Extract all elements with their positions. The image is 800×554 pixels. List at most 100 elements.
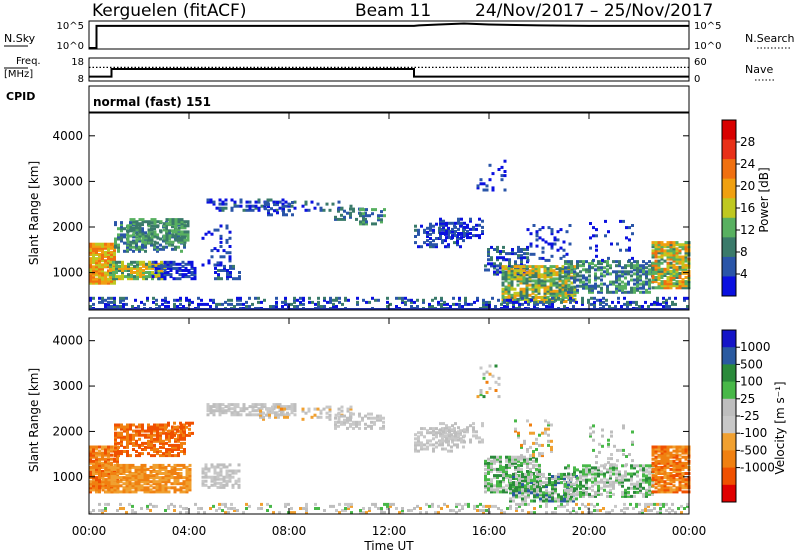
velocity-cell xyxy=(367,412,370,416)
power-cell xyxy=(513,275,517,279)
power-cell xyxy=(460,223,463,227)
power-cell xyxy=(493,248,496,251)
power-cell xyxy=(645,274,648,278)
power-cell xyxy=(151,266,154,270)
velocity-cell xyxy=(441,447,444,451)
velocity-cell xyxy=(582,474,585,478)
velocity-cell xyxy=(140,488,144,492)
velocity-cell xyxy=(204,471,208,475)
velocity-cell xyxy=(110,482,114,486)
nsky-panel: N.Sky 10^5 10^0 10^5 10^0 N.Search xyxy=(4,20,795,52)
velocity-cell xyxy=(456,443,459,447)
velocity-cell xyxy=(116,457,119,461)
power-cell xyxy=(615,286,618,290)
velocity-cell xyxy=(104,453,107,457)
power-colorbar-tick-label: 4 xyxy=(740,267,748,281)
velocity-cell xyxy=(210,477,214,481)
velocity-cell xyxy=(167,490,171,494)
velocity-cell xyxy=(651,484,655,488)
power-cell xyxy=(669,261,673,265)
velocity-cell xyxy=(669,480,673,484)
velocity-cell xyxy=(259,409,262,413)
power-cell xyxy=(564,295,568,299)
velocity-cell xyxy=(212,411,216,415)
velocity-cell xyxy=(147,423,150,427)
velocity-cell xyxy=(630,482,633,486)
velocity-cell xyxy=(153,425,156,429)
power-cell xyxy=(179,296,182,300)
power-cell xyxy=(642,266,645,270)
velocity-cell xyxy=(660,488,664,492)
power-cell xyxy=(552,269,556,273)
velocity-cell xyxy=(155,465,159,469)
velocity-cell xyxy=(527,489,530,493)
power-cell xyxy=(600,268,603,272)
velocity-cell xyxy=(165,441,168,445)
velocity-cell xyxy=(101,465,105,469)
velocity-cell xyxy=(222,465,226,469)
velocity-cell xyxy=(95,486,98,490)
power-cell xyxy=(120,221,123,225)
velocity-cell xyxy=(666,474,670,478)
power-cell xyxy=(531,291,535,295)
power-cell xyxy=(543,273,547,277)
velocity-cell xyxy=(654,449,658,453)
power-cell xyxy=(672,267,676,271)
velocity-cell xyxy=(523,459,526,463)
power-cell xyxy=(666,284,670,288)
velocity-cell xyxy=(313,407,317,411)
power-cell xyxy=(148,271,151,274)
velocity-cell xyxy=(251,403,255,407)
power-cell xyxy=(251,208,255,212)
power-cell xyxy=(245,300,248,304)
power-cell xyxy=(618,274,621,278)
velocity-cell xyxy=(179,421,182,425)
velocity-cell xyxy=(527,475,530,478)
power-cell xyxy=(669,274,673,277)
velocity-cell xyxy=(215,403,219,407)
power-cell xyxy=(212,202,216,206)
velocity-cell xyxy=(663,480,667,484)
power-cell xyxy=(293,298,296,302)
velocity-cell xyxy=(514,459,517,463)
freq-unit: [MHz] xyxy=(4,69,33,80)
power-cell xyxy=(478,236,481,240)
power-cell xyxy=(95,259,98,263)
velocity-cell xyxy=(618,482,621,486)
velocity-cell xyxy=(165,454,168,458)
power-colorbar-tick-label: 20 xyxy=(740,179,755,193)
velocity-cell xyxy=(514,427,517,431)
velocity-cell xyxy=(113,465,117,469)
velocity-cell xyxy=(114,437,117,441)
velocity-cell xyxy=(585,468,588,472)
power-cell xyxy=(555,265,559,269)
power-cell xyxy=(134,298,137,302)
velocity-cell xyxy=(143,490,147,494)
power-cell xyxy=(576,278,579,282)
power-cell xyxy=(639,278,642,282)
velocity-cell xyxy=(684,484,688,488)
power-cell xyxy=(454,225,457,229)
velocity-cell xyxy=(248,405,252,409)
velocity-cell xyxy=(177,437,180,441)
velocity-cell xyxy=(610,434,613,438)
power-cell xyxy=(135,245,138,249)
power-cell xyxy=(600,274,603,278)
velocity-cell xyxy=(636,484,639,488)
velocity-cell xyxy=(681,484,685,488)
power-cell xyxy=(323,298,326,302)
power-cell xyxy=(193,266,197,270)
power-cell xyxy=(534,283,538,287)
velocity-cell xyxy=(156,452,159,456)
velocity-cell xyxy=(551,475,554,478)
power-cell xyxy=(270,207,273,211)
power-cell xyxy=(187,275,191,279)
velocity-cell xyxy=(164,482,168,486)
power-cell xyxy=(684,253,688,257)
power-cell xyxy=(535,244,539,248)
power-cell xyxy=(224,300,227,304)
velocity-cell xyxy=(188,427,191,431)
power-cell xyxy=(573,287,577,291)
power-cell xyxy=(141,243,144,247)
